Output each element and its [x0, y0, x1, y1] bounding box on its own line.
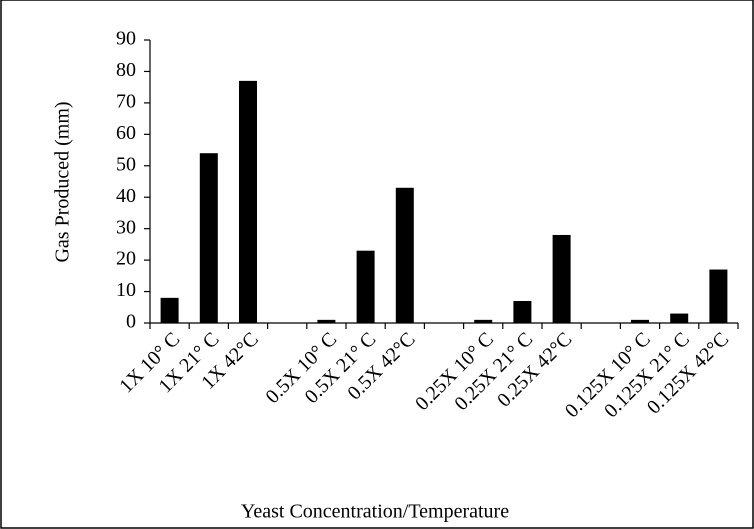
bar: [709, 269, 728, 323]
bar: [317, 319, 336, 323]
bar: [474, 319, 493, 323]
y-axis-title: Gas Produced (mm): [52, 101, 74, 262]
x-axis-title: Yeast Concentration/Temperature: [241, 501, 509, 523]
bar: [199, 153, 218, 323]
y-tick-label: 40: [116, 185, 136, 207]
y-tick-label: 10: [116, 279, 136, 301]
y-tick-label: 90: [116, 28, 136, 50]
bar: [513, 300, 532, 323]
bar: [160, 297, 179, 323]
y-tick-label: 0: [126, 311, 136, 333]
y-tick-label: 80: [116, 59, 136, 81]
bar: [395, 187, 414, 323]
y-tick-label: 50: [116, 153, 136, 175]
y-tick-label: 20: [116, 248, 136, 270]
bar: [239, 80, 257, 323]
y-tick-label: 60: [116, 122, 136, 144]
bar: [631, 319, 649, 323]
y-tick-label: 30: [116, 216, 136, 238]
y-tick-label: 70: [116, 90, 136, 112]
bar: [356, 250, 375, 323]
bar: [552, 234, 571, 323]
bar: [670, 313, 689, 323]
